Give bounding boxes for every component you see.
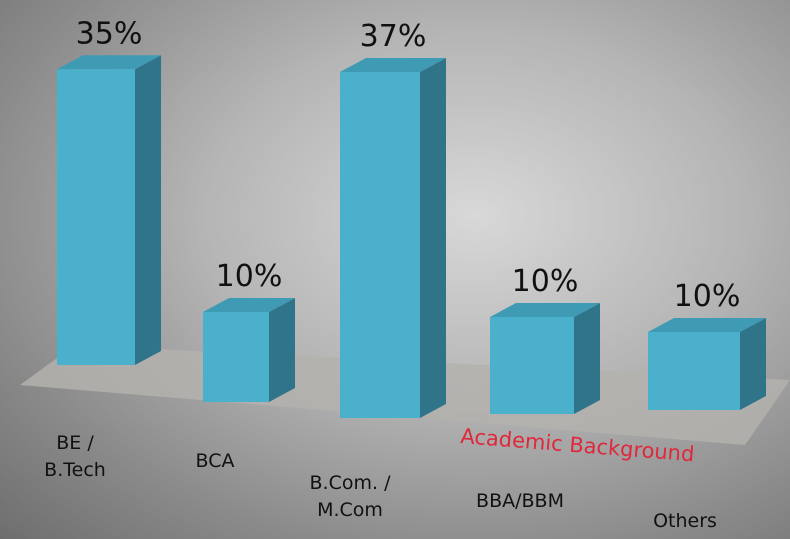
bar-top <box>648 318 766 332</box>
bar-side <box>740 318 766 410</box>
bar <box>203 312 269 402</box>
category-label: BE / B.Tech <box>44 432 106 481</box>
bar-top <box>340 58 446 73</box>
category-label: Others <box>653 510 717 532</box>
bar <box>57 69 135 365</box>
value-label: 37% <box>360 19 427 54</box>
value-label: 35% <box>76 16 143 51</box>
bar-side <box>135 55 161 365</box>
value-label: 10% <box>216 259 283 294</box>
bar <box>648 332 740 410</box>
bar-side <box>269 298 295 402</box>
bar-top <box>490 303 600 317</box>
bar-side <box>574 303 600 414</box>
bar <box>340 72 420 419</box>
bar-top <box>203 298 295 312</box>
value-label: 10% <box>512 264 579 299</box>
bar-side <box>420 58 446 419</box>
bar-top <box>57 55 161 70</box>
value-label: 10% <box>674 279 741 314</box>
category-label: B.Com. / M.Com <box>309 472 391 521</box>
category-label: BCA <box>195 450 235 472</box>
bar <box>490 317 574 414</box>
category-label: BBA/BBM <box>476 490 564 512</box>
